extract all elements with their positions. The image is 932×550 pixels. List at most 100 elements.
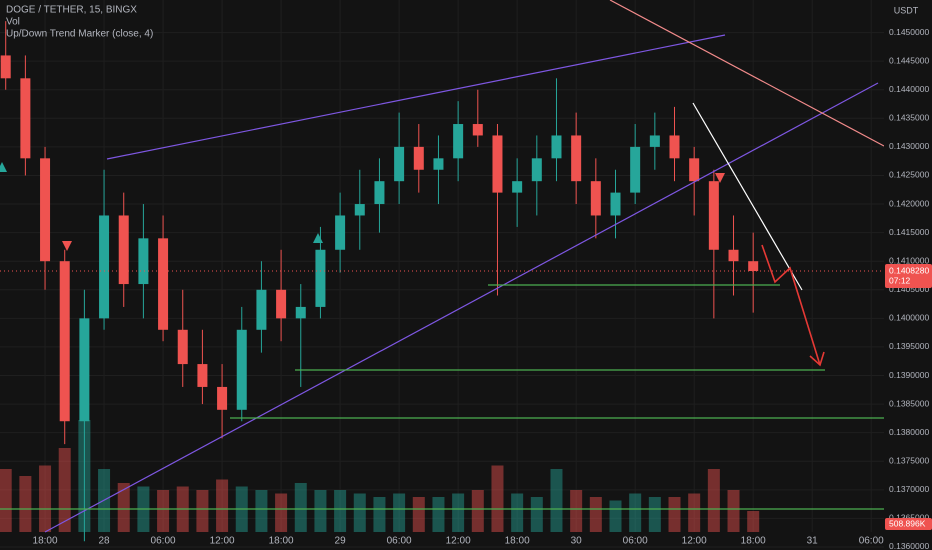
x-tick-label: 06:00: [623, 536, 648, 547]
volume-bar: [570, 490, 583, 532]
arrow-head: [809, 351, 825, 367]
volume-bar: [294, 483, 307, 532]
candle-body: [610, 192, 621, 216]
candle-body: [728, 249, 739, 262]
candle-body: [138, 238, 149, 285]
candle-body: [433, 158, 444, 170]
y-tick-label: 0.1450000: [889, 27, 929, 37]
volume-bar: [0, 469, 12, 532]
x-tick-label: 18:00: [505, 536, 530, 547]
y-tick-label: 0.1370000: [889, 484, 929, 494]
candle-body: [472, 124, 483, 136]
volume-bar: [707, 469, 720, 532]
trend-line: [44, 82, 879, 533]
candles: [0, 21, 759, 542]
x-tick-label: 18:00: [269, 536, 294, 547]
y-tick-label: 0.1375000: [889, 455, 929, 465]
y-tick-label: 0.1395000: [889, 341, 929, 351]
volume-bar: [511, 493, 524, 532]
axes: 0.1360000 0.1365000 0.1370000 0.1375000 0.13…: [0, 27, 932, 550]
candle-body: [177, 329, 188, 365]
y-tick-label: 0.1390000: [889, 370, 929, 380]
y-tick-label: 0.1420000: [889, 198, 929, 208]
y-tick-label: 0.1380000: [889, 427, 929, 437]
y-unit: USDT: [894, 5, 919, 15]
indicator-title: Up/Down Trend Marker (close, 4): [6, 29, 153, 40]
y-tick-label: 0.1410000: [889, 255, 929, 265]
volume-bar: [609, 500, 622, 532]
last-price-box: [885, 264, 932, 289]
candle-body: [669, 135, 680, 159]
trend-line: [692, 102, 803, 291]
x-tick-label: 31: [807, 536, 819, 547]
candle-body: [40, 158, 51, 262]
volume-bar: [452, 493, 465, 532]
y-tick-label: 0.1425000: [889, 170, 929, 180]
candle-body: [413, 146, 424, 170]
candle-body: [571, 135, 582, 182]
candle-body: [394, 146, 405, 182]
candle-body: [236, 329, 247, 410]
candle-body: [256, 289, 267, 330]
up-marker: [0, 162, 7, 172]
x-tick-label: 29: [335, 536, 347, 547]
y-tick-label: 0.1360000: [889, 541, 929, 550]
candle-body: [59, 261, 70, 422]
candle-body: [748, 261, 759, 272]
y-tick-label: 0.1365000: [889, 513, 929, 523]
y-tick-label: 0.1440000: [889, 84, 929, 94]
volume-bar: [550, 469, 563, 532]
volume-bar: [471, 490, 484, 532]
volume-bar: [19, 476, 32, 532]
volume-bar: [491, 465, 504, 532]
down-marker: [715, 173, 725, 183]
volume-bar: [727, 490, 740, 532]
last-price-label: 0.1408280: [889, 265, 929, 275]
y-tick-label: 0.1400000: [889, 313, 929, 323]
candle-body: [20, 78, 31, 159]
volume-bar: [648, 497, 661, 532]
candle-body: [79, 318, 90, 422]
volume-bar: [334, 490, 347, 532]
candle-body: [374, 181, 385, 205]
up-marker: [313, 233, 323, 243]
volume-bar: [589, 497, 602, 532]
candle-body: [689, 158, 700, 182]
candle-body: [354, 204, 365, 216]
y-tick-label: 0.1415000: [889, 227, 929, 237]
y-tick-label: 0.1385000: [889, 398, 929, 408]
x-tick-label: 28: [98, 536, 110, 547]
y-tick-label: 0.1405000: [889, 284, 929, 294]
x-tick-label: 18:00: [33, 536, 58, 547]
last-volume-label: 508.896K: [889, 518, 926, 528]
candle-body: [335, 215, 346, 250]
trend-line: [609, 0, 885, 147]
candle-body: [276, 289, 287, 319]
volume-bar: [688, 493, 701, 532]
candle-body: [531, 158, 542, 182]
x-tick-label: 30: [571, 536, 583, 547]
volume-bar: [373, 497, 386, 532]
y-tick-label: 0.1435000: [889, 113, 929, 123]
candle-body: [99, 215, 110, 319]
x-tick-label: 06:00: [859, 536, 884, 547]
candle-body: [590, 181, 601, 216]
volume-bar: [629, 493, 642, 532]
y-tick-label: 0.1430000: [889, 141, 929, 151]
volume-bar: [668, 497, 681, 532]
candle-body: [118, 215, 129, 285]
down-marker: [62, 241, 72, 251]
x-tick-label: 12:00: [210, 536, 235, 547]
y-tick-label: 0.1445000: [889, 55, 929, 65]
volume-bar: [353, 493, 366, 532]
candle-body: [453, 124, 464, 159]
countdown: 07:12: [889, 275, 911, 285]
candle-body: [649, 135, 660, 147]
volume-bar: [432, 497, 445, 532]
x-tick-label: 06:00: [151, 536, 176, 547]
candle-body: [551, 135, 562, 159]
volume-bar: [412, 497, 425, 532]
trend-line: [106, 34, 726, 160]
